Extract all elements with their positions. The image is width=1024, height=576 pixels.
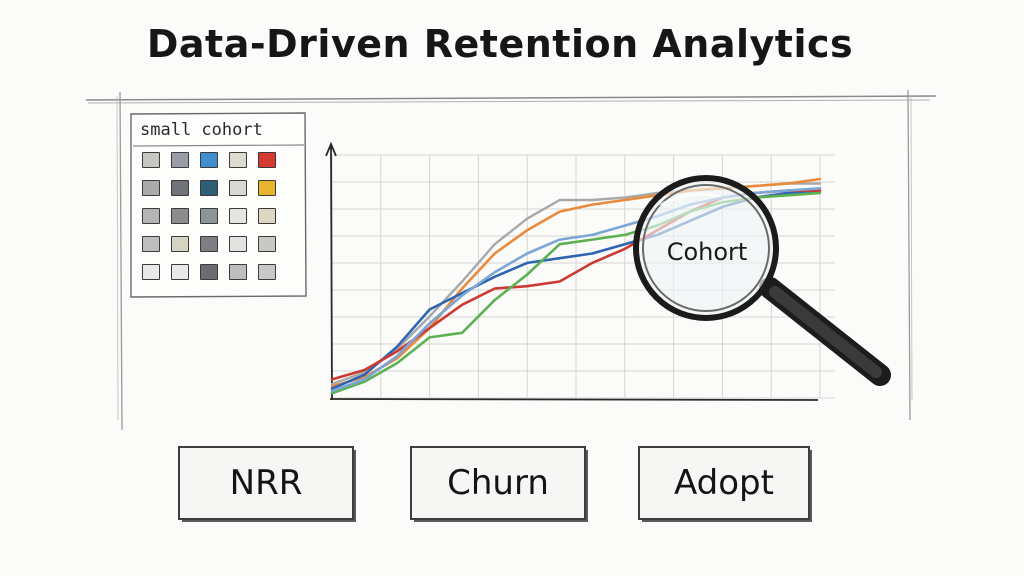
cohort-swatch	[200, 180, 218, 196]
cohort-swatch	[258, 208, 276, 224]
y-axis	[325, 141, 337, 401]
cohort-swatch	[258, 236, 276, 252]
nrr-button-label: NRR	[229, 463, 303, 503]
cohort-swatch	[171, 180, 189, 196]
cohort-swatch	[258, 180, 276, 196]
cohort-swatch	[229, 152, 247, 168]
nrr-button[interactable]: NRR	[178, 446, 354, 520]
cohort-swatch-grid	[142, 152, 292, 287]
cohort-swatch	[171, 264, 189, 280]
cohort-swatch	[200, 264, 218, 280]
cohort-swatch	[142, 180, 160, 196]
churn-button[interactable]: Churn	[410, 446, 586, 520]
cohort-swatch	[258, 152, 276, 168]
cohort-swatch	[142, 152, 160, 168]
cohort-swatch	[171, 152, 189, 168]
page-title: Data-Driven Retention Analytics	[146, 22, 854, 66]
adopt-button[interactable]: Adopt	[638, 446, 810, 520]
churn-button-label: Churn	[447, 463, 549, 503]
cohort-swatch	[258, 264, 276, 280]
x-axis	[329, 398, 819, 401]
cohort-panel-label: small cohort	[140, 120, 263, 140]
lens-label: Cohort	[666, 238, 748, 266]
cohort-swatch	[171, 208, 189, 224]
cohort-swatch	[200, 208, 218, 224]
cohort-swatch	[229, 236, 247, 252]
cohort-swatch	[200, 236, 218, 252]
cohort-swatch	[142, 208, 160, 224]
magnifier-icon	[633, 175, 891, 386]
cohort-swatch	[171, 236, 189, 252]
chart-axes	[325, 141, 819, 401]
cohort-swatch	[200, 152, 218, 168]
cohort-swatch	[142, 264, 160, 280]
cohort-swatch	[229, 208, 247, 224]
cohort-swatch	[142, 236, 160, 252]
adopt-button-label: Adopt	[674, 463, 774, 503]
cohort-swatch	[229, 180, 247, 196]
cohort-swatch	[229, 264, 247, 280]
cohort-panel: small cohort	[130, 114, 306, 296]
